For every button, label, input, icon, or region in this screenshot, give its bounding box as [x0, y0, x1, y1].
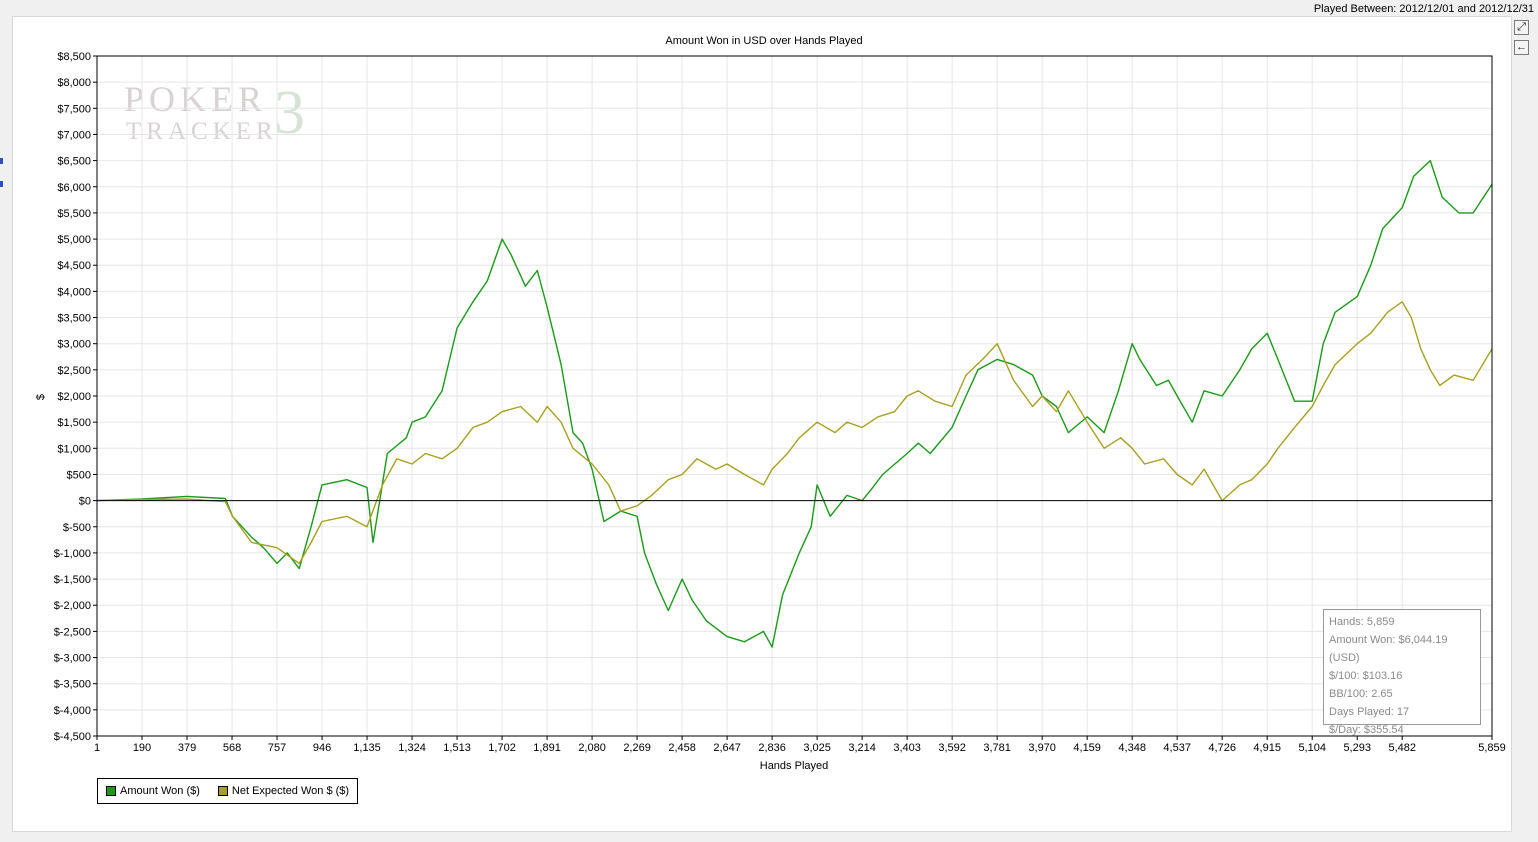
x-tick-label: 2,458	[668, 742, 696, 754]
legend-swatch	[217, 786, 228, 796]
y-tick-label: $-4,500	[54, 731, 91, 743]
y-tick-label: $3,000	[57, 339, 91, 351]
x-tick-label: 379	[178, 742, 196, 754]
y-tick-label: $5,000	[57, 234, 91, 246]
x-tick-label: 1,702	[488, 742, 516, 754]
y-tick-label: $1,000	[57, 443, 91, 455]
x-tick-label: 190	[133, 742, 151, 754]
plot-frame	[96, 55, 1493, 737]
legend-item-net-expected[interactable]: Net Expected Won $ ($)	[217, 785, 350, 797]
y-tick-label: $-3,500	[54, 679, 91, 691]
x-tick-label: 4,159	[1073, 742, 1101, 754]
x-tick-label: 3,214	[848, 742, 876, 754]
y-tick-label: $2,500	[57, 365, 91, 377]
chart-legend: Amount Won ($) Net Expected Won $ ($)	[97, 778, 359, 804]
x-tick-label: 4,537	[1163, 742, 1191, 754]
y-tick-label: $1,500	[57, 417, 91, 429]
stat-bb-100: BB/100: 2.65	[1329, 688, 1393, 700]
y-tick-label: $-2,000	[54, 600, 91, 612]
edge-link-marker[interactable]	[0, 158, 3, 164]
y-tick-label: $3,500	[57, 313, 91, 325]
y-tick-label: $5,500	[57, 208, 91, 220]
legend-label: Amount Won ($)	[120, 785, 200, 797]
series-line-net-expected	[96, 301, 1493, 565]
y-tick-label: $8,000	[57, 77, 91, 89]
y-tick-label: $500	[67, 469, 91, 481]
stat-per-day: $/Day: $355.54	[1329, 724, 1404, 736]
x-tick-label: 1,513	[443, 742, 471, 754]
fit-to-window-icon: ⤢	[1517, 21, 1526, 33]
stats-summary-box: Hands: 5,859 Amount Won: $6,044.19 (USD)…	[1323, 609, 1481, 736]
x-tick-label: 757	[268, 742, 286, 754]
date-range-label: Played Between: 2012/12/01 and 2012/12/3…	[1313, 3, 1534, 15]
x-tick-label: 2,647	[713, 742, 741, 754]
y-tick-label: $4,500	[57, 260, 91, 272]
y-axis-ticks: $8,500 $8,000 $7,500 $7,000 $6,500 $6,000 $5,5…	[54, 51, 97, 743]
x-tick-label: 1	[94, 742, 100, 754]
series-line-amount-won	[96, 159, 1493, 648]
x-tick-label: 946	[313, 742, 331, 754]
y-tick-label: $6,500	[57, 156, 91, 168]
x-tick-label: 5,482	[1388, 742, 1416, 754]
y-tick-label: $7,500	[57, 103, 91, 115]
x-tick-label: 3,403	[893, 742, 921, 754]
legend-swatch	[106, 786, 116, 796]
x-tick-label: 3,970	[1028, 742, 1056, 754]
y-tick-label: $-1,000	[54, 548, 91, 560]
x-tick-label: 568	[223, 742, 241, 754]
x-tick-label: 3,592	[938, 742, 966, 754]
x-tick-label: 2,080	[578, 742, 606, 754]
legend-label: Net Expected Won $ ($)	[231, 785, 350, 797]
x-tick-label: 4,726	[1208, 742, 1236, 754]
series-lines	[96, 159, 1493, 648]
y-tick-label: $8,500	[57, 51, 91, 63]
back-arrow-icon: ←	[1516, 41, 1527, 53]
y-tick-label: $2,000	[57, 391, 91, 403]
y-tick-label: $-500	[63, 522, 91, 534]
y-tick-label: $0	[79, 496, 91, 508]
x-tick-label: 2,836	[758, 742, 786, 754]
stat-days-played: Days Played: 17	[1329, 706, 1410, 718]
chart-title: Amount Won in USD over Hands Played	[665, 35, 862, 47]
edge-link-marker[interactable]	[0, 181, 3, 187]
x-tick-label: 1,135	[353, 742, 381, 754]
grid-lines	[96, 55, 1493, 737]
x-tick-label: 2,269	[623, 742, 651, 754]
y-tick-label: $6,000	[57, 182, 91, 194]
x-axis-ticks: 1 190 379 568 757 946 1,135 1,324 1,513 1,702 1,89…	[94, 736, 1506, 754]
legend-item-amount-won[interactable]: Amount Won ($)	[106, 785, 200, 797]
stat-hands: Hands: 5,859	[1329, 616, 1395, 628]
x-tick-label: 4,915	[1253, 742, 1281, 754]
x-tick-label: 3,781	[983, 742, 1011, 754]
x-tick-label: 5,293	[1343, 742, 1371, 754]
x-tick-label: 1,324	[398, 742, 426, 754]
y-tick-label: $-3,000	[54, 653, 91, 665]
stat-amount-won: Amount Won: $6,044.19 (USD)	[1329, 634, 1448, 664]
y-tick-label: $-4,000	[54, 705, 91, 717]
x-tick-label: 3,025	[803, 742, 831, 754]
x-tick-label: 4,348	[1118, 742, 1146, 754]
x-tick-label: 5,104	[1298, 742, 1326, 754]
x-tick-label: 1,891	[533, 742, 561, 754]
chart-panel	[12, 16, 1512, 832]
x-tick-label: 5,859	[1478, 742, 1506, 754]
stat-per-100: $/100: $103.16	[1329, 670, 1403, 682]
back-button[interactable]: ←	[1514, 40, 1529, 55]
x-axis-label: Hands Played	[760, 760, 829, 772]
y-tick-label: $-1,500	[54, 574, 91, 586]
y-axis-label: $	[35, 394, 47, 400]
fit-to-window-button[interactable]: ⤢	[1514, 20, 1529, 35]
y-tick-label: $7,000	[57, 129, 91, 141]
y-tick-label: $-2,500	[54, 626, 91, 638]
y-tick-label: $4,000	[57, 286, 91, 298]
